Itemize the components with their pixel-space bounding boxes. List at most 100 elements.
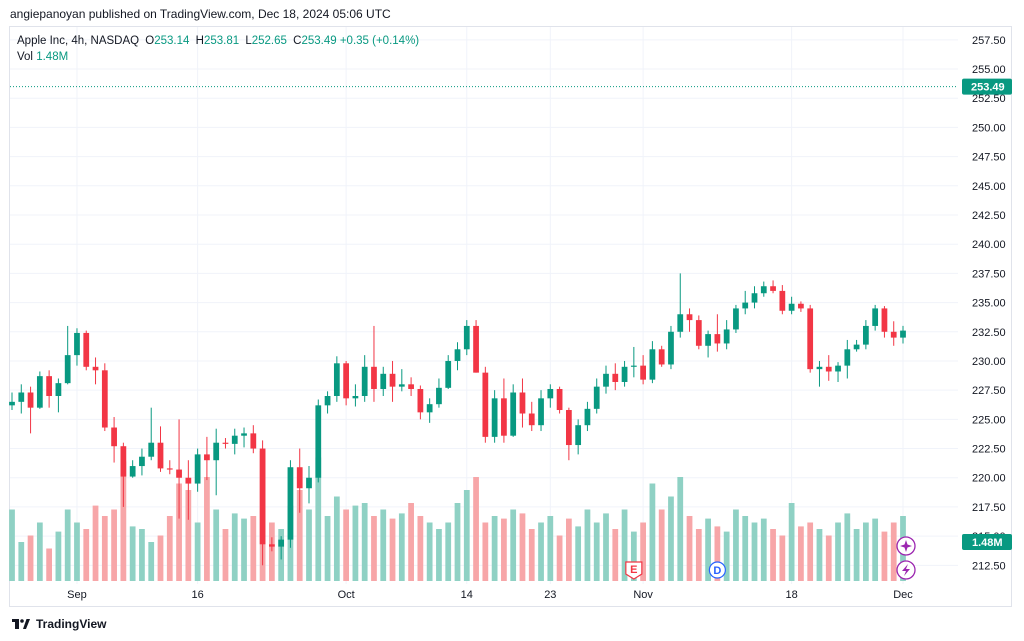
volume-bar — [426, 522, 433, 581]
volume-bar — [491, 516, 498, 581]
candle-body — [760, 286, 767, 294]
volume-bar — [231, 513, 238, 581]
legend-c-label: C — [293, 35, 302, 47]
volume-bar — [74, 522, 80, 581]
candle-body — [445, 360, 452, 388]
candle-body — [677, 314, 684, 332]
candle-body — [231, 435, 238, 444]
candle-body — [862, 325, 869, 345]
candle-body — [436, 387, 442, 405]
candle-body — [278, 539, 285, 547]
volume-bar — [343, 509, 350, 581]
price-tick-label: 242.50 — [972, 210, 1006, 222]
candle-body — [844, 349, 851, 366]
candle-body — [343, 363, 350, 399]
time-tick-label: Nov — [633, 589, 653, 601]
candle-body — [46, 376, 53, 396]
price-tick-label: 220.00 — [972, 473, 1006, 485]
volume-bar — [862, 522, 869, 581]
candle-body — [835, 365, 841, 372]
candle-body — [603, 373, 609, 387]
candles — [9, 273, 906, 566]
price-tick-label: 252.50 — [972, 93, 1006, 105]
candle-body — [194, 454, 201, 484]
candle-body — [426, 404, 433, 413]
volume-bar — [92, 505, 99, 581]
volume-bar — [417, 516, 424, 581]
candle-body — [259, 448, 266, 545]
volume-bar — [538, 522, 544, 581]
candle-body — [241, 433, 247, 436]
legend-symbol: Apple Inc, 4h, NASDAQ — [17, 35, 140, 47]
candle-body — [501, 398, 507, 436]
legend-vol-label: Vol — [17, 51, 33, 63]
price-tick-label: 217.50 — [972, 502, 1006, 514]
volume-bar — [222, 529, 229, 581]
volume-bar — [250, 516, 257, 581]
price-tick-label: 247.50 — [972, 152, 1006, 164]
volume-bar — [872, 518, 879, 581]
volume-bar — [575, 526, 582, 581]
candle-body — [519, 392, 526, 414]
legend-open: 253.14 — [154, 35, 190, 47]
volume-bar — [760, 518, 767, 581]
price-tick-label: 255.00 — [972, 64, 1006, 76]
price-tick-label: 245.00 — [972, 181, 1006, 193]
candle-body — [27, 392, 34, 408]
volume-bar — [733, 509, 739, 581]
candle-body — [825, 366, 832, 372]
footer-brand[interactable]: TradingView — [12, 617, 106, 631]
volume-bar — [510, 509, 517, 581]
legend-change: +0.35 (+0.14%) — [339, 35, 420, 47]
volume-bar — [139, 529, 145, 581]
volume-bar — [157, 535, 164, 581]
candle-body — [101, 370, 108, 428]
candle-body — [18, 392, 25, 402]
indicator-icons[interactable] — [896, 536, 916, 580]
price-tick-label: 225.00 — [972, 414, 1006, 426]
time-tick-label: 23 — [544, 589, 556, 601]
volume-bar — [18, 542, 25, 581]
volume-bar — [101, 516, 108, 581]
candle-body — [315, 405, 322, 478]
candle-body — [723, 329, 730, 344]
volume-bar — [9, 509, 15, 581]
candle-body — [36, 376, 43, 408]
candle-body — [575, 425, 582, 446]
candle-body — [296, 467, 303, 489]
candle-body — [528, 413, 535, 426]
volume-bar — [176, 483, 182, 581]
volume-bar — [612, 529, 619, 581]
candle-body — [74, 332, 80, 356]
candle-body — [83, 332, 90, 367]
candle-body — [129, 466, 136, 477]
volume-bar — [835, 522, 841, 581]
candle-body — [733, 308, 739, 330]
time-tick-label: Dec — [893, 589, 913, 601]
candle-body — [612, 373, 619, 382]
candle-body — [872, 308, 879, 326]
volume-bar — [658, 509, 665, 581]
time-tick-label: Oct — [338, 589, 355, 601]
volume-bar — [241, 518, 247, 581]
volume-bar — [436, 529, 442, 581]
legend-close: 253.49 — [301, 35, 337, 47]
gridlines — [10, 27, 958, 584]
candle-body — [389, 373, 396, 387]
volume-bar — [788, 503, 795, 581]
last-price-tag-text: 253.49 — [971, 82, 1005, 94]
volume-bar — [352, 505, 359, 581]
candle-body — [890, 331, 897, 338]
dividend-event-icon — [708, 561, 726, 579]
earnings-event-icon — [625, 561, 643, 580]
legend-h-label: H — [195, 35, 204, 47]
legend-o-label: O — [145, 35, 155, 47]
volume-bar — [398, 513, 405, 581]
volume-bar — [844, 513, 851, 581]
volume-bar — [268, 522, 275, 581]
volume-bar — [621, 509, 628, 581]
dividend-event-label: D — [713, 565, 721, 577]
candle-body — [482, 372, 489, 437]
